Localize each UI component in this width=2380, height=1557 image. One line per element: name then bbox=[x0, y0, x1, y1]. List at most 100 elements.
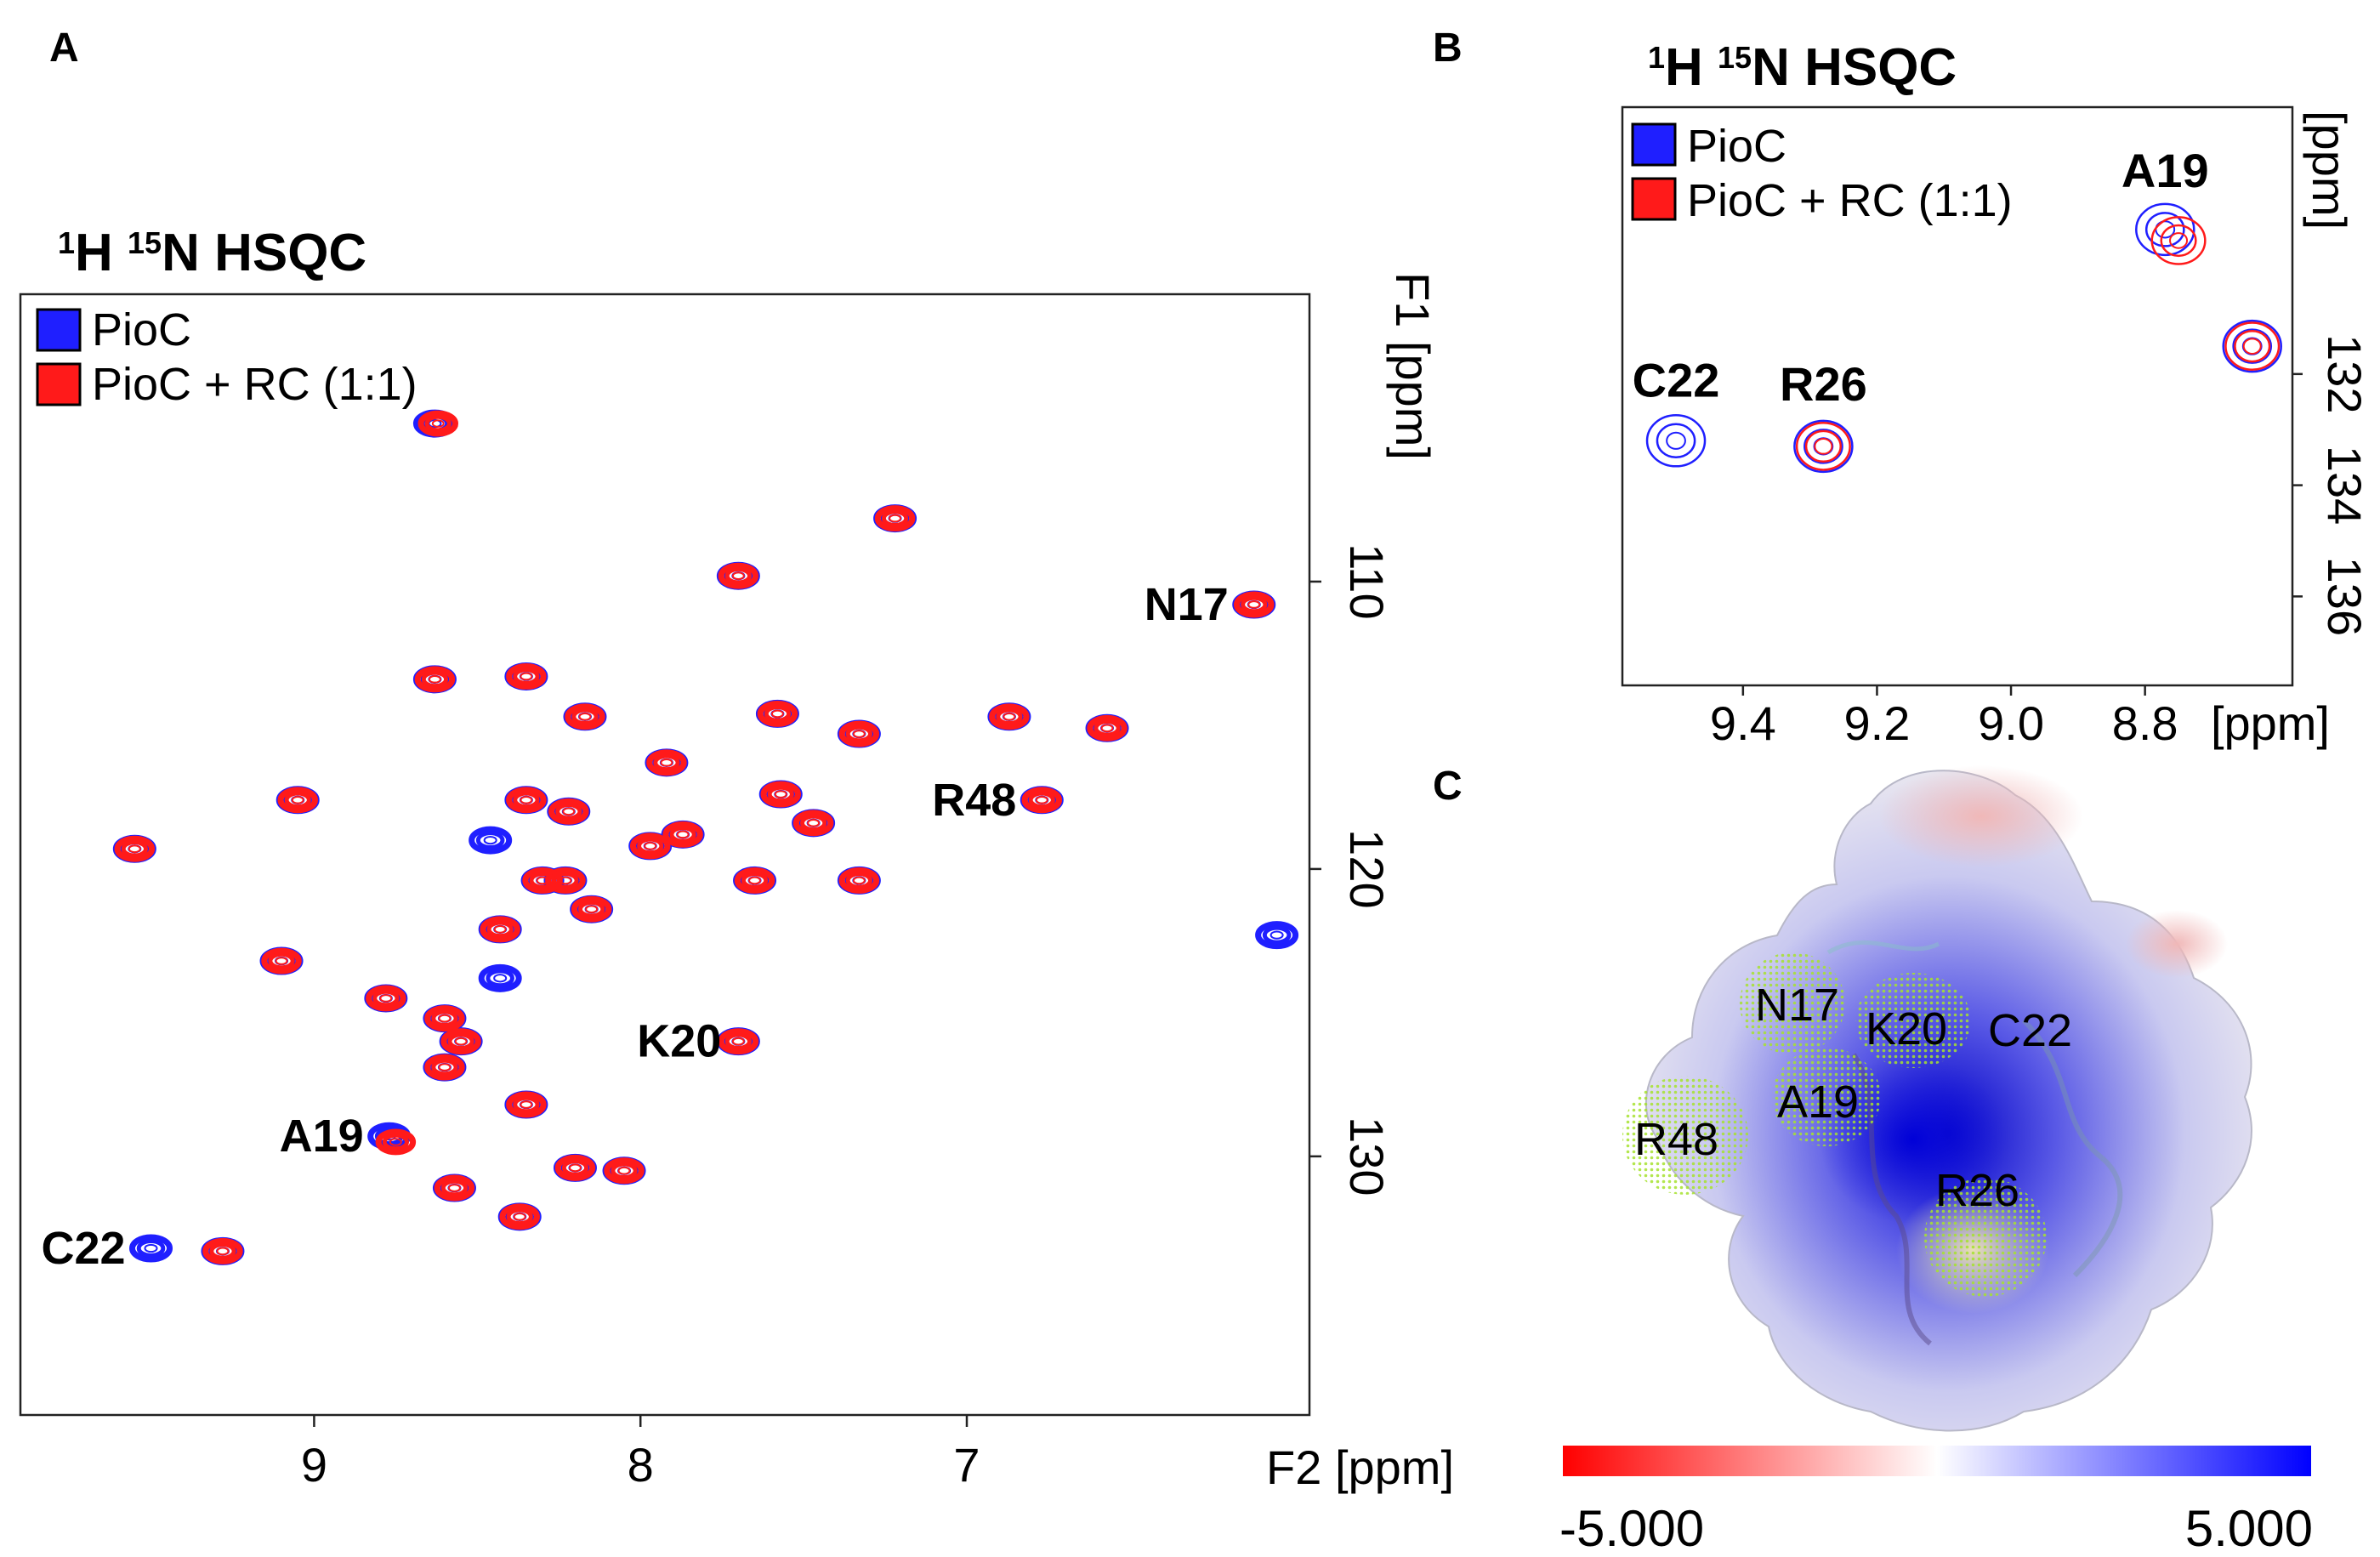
peak-contour-mid bbox=[571, 707, 599, 726]
peak-pioc-rc bbox=[989, 703, 1030, 730]
peak-contour-mid bbox=[424, 414, 452, 433]
peak-contour-outer bbox=[277, 787, 318, 814]
legend-b-swatch-pioc bbox=[1631, 122, 1677, 167]
peak-contour-outer bbox=[1021, 787, 1063, 814]
dots-k20 bbox=[1855, 973, 1971, 1068]
panel-b-plot-frame bbox=[1621, 105, 2294, 687]
panel-b-letter: B bbox=[1433, 26, 1463, 71]
surface-negative-patch bbox=[1879, 765, 2083, 867]
peak-pioc-rc bbox=[629, 832, 671, 860]
peak-contour-mid bbox=[881, 509, 909, 527]
peak-contour-inner bbox=[520, 1100, 533, 1109]
peak-contour-mid bbox=[1656, 423, 1696, 459]
backbone-ribbon-2 bbox=[2021, 1018, 2123, 1278]
peak-contour-outer bbox=[757, 700, 798, 727]
x-tick-label: 7 bbox=[953, 1438, 980, 1492]
peak-pioc-rc bbox=[718, 562, 759, 589]
peak-contour-mid bbox=[555, 803, 582, 821]
peak-pioc bbox=[2222, 319, 2282, 373]
peak-contour-outer bbox=[989, 703, 1030, 730]
peak-pioc-rc bbox=[506, 787, 547, 814]
peak-pioc-rc bbox=[480, 916, 520, 943]
backbone-ribbon-3 bbox=[1826, 940, 1940, 955]
peak-contour-inner bbox=[568, 1163, 582, 1173]
peak-contour-inner bbox=[562, 807, 576, 816]
peak-contour-outer bbox=[838, 720, 880, 747]
panel-b-x-axis-label: [ppm] bbox=[2211, 696, 2330, 750]
peak-contour-inner bbox=[852, 876, 866, 885]
peak-contour-inner bbox=[447, 1184, 461, 1192]
panel-a-title: 1H 15N HSQC bbox=[58, 224, 366, 282]
residue-label-n17: N17 bbox=[1755, 980, 1839, 1031]
peak-contour-outer bbox=[2224, 321, 2281, 372]
peak-contour-mid bbox=[431, 1058, 458, 1077]
peak-contour-inner bbox=[644, 842, 657, 850]
peak-pioc-rc bbox=[366, 985, 406, 1012]
peak-pioc bbox=[469, 826, 513, 855]
peak-pioc-rc bbox=[375, 1128, 417, 1156]
peak-contour-outer bbox=[565, 703, 605, 730]
peak-pioc-rc bbox=[414, 666, 456, 693]
peak-contour-mid bbox=[2232, 328, 2273, 364]
peak-contour-inner bbox=[748, 876, 762, 885]
peak-contour-inner bbox=[1814, 438, 1833, 455]
peak-pioc bbox=[1255, 921, 1299, 950]
peak-contour-outer bbox=[1087, 714, 1128, 742]
peak-contour-mid bbox=[513, 1095, 540, 1114]
peak-contour-outer bbox=[440, 1028, 481, 1055]
peak-contour-outer bbox=[424, 1054, 465, 1081]
panel-a-y-axis-label: F1 [ppm] bbox=[1386, 272, 1440, 460]
y-tick-label: 132 bbox=[2318, 334, 2371, 413]
x-tick-label: 9.0 bbox=[1978, 696, 2044, 750]
peak-contour-outer bbox=[2150, 216, 2207, 265]
peak-pioc-rc bbox=[506, 663, 547, 690]
peak-contour-mid bbox=[372, 989, 400, 1008]
peak-annotation-c22: C22 bbox=[1633, 353, 1720, 406]
peak-contour-outer bbox=[760, 781, 801, 808]
peak-contour-inner bbox=[144, 1243, 158, 1253]
dots-n17 bbox=[1740, 952, 1845, 1054]
peak-contour-inner bbox=[428, 675, 441, 684]
legend-a-label-pioc: PioC bbox=[92, 304, 191, 355]
peak-pioc-rc bbox=[424, 1054, 465, 1081]
peak-contour-mid bbox=[653, 753, 680, 772]
peak-contour-inner bbox=[536, 876, 549, 885]
peak-contour-outer bbox=[506, 1091, 547, 1118]
peak-contour-inner bbox=[2242, 338, 2262, 355]
peak-contour-mid bbox=[845, 872, 873, 889]
panel-a-axis-ticks: 9 8 7 110 120 130 bbox=[301, 543, 1394, 1492]
residue-label-r48: R48 bbox=[1634, 1114, 1718, 1165]
peak-contour-mid bbox=[845, 725, 873, 743]
panel-b-title: 1H 15N HSQC bbox=[1648, 38, 1957, 97]
panel-b-axis-ticks: 9.4 9.2 9.0 8.8 132 134 136 bbox=[1710, 334, 2371, 750]
peak-contour-inner bbox=[660, 759, 673, 767]
peak-contour-outer bbox=[506, 787, 547, 814]
peak-contour-outer bbox=[2222, 319, 2282, 373]
peak-contour-mid bbox=[421, 670, 449, 689]
peak-contour-inner bbox=[578, 712, 592, 721]
x-tick-label: 9.2 bbox=[1844, 696, 1911, 750]
peak-contour-inner bbox=[291, 795, 304, 804]
peak-pioc-rc bbox=[522, 867, 563, 894]
peak-pioc-rc bbox=[874, 505, 916, 532]
peak-pioc-rc bbox=[760, 781, 801, 808]
peak-contour-outer bbox=[629, 832, 671, 860]
peak-contour-inner bbox=[585, 905, 599, 914]
peak-contour-mid bbox=[669, 826, 696, 844]
peak-contour-mid bbox=[561, 1159, 589, 1177]
surface-negative-patch-right bbox=[2126, 910, 2228, 978]
peak-contour-outer bbox=[434, 1174, 475, 1202]
peak-contour-outer bbox=[417, 410, 459, 437]
peak-pioc-rc bbox=[440, 1028, 481, 1055]
peak-annotation-n17: N17 bbox=[1145, 579, 1229, 630]
peak-contour-mid bbox=[529, 872, 556, 889]
peak-contour-mid bbox=[764, 705, 792, 723]
peak-contour-outer bbox=[414, 666, 456, 693]
peak-contour-outer bbox=[480, 916, 520, 943]
peak-contour-outer bbox=[375, 1128, 417, 1156]
peak-pioc-rc bbox=[838, 867, 880, 894]
peak-contour-outer bbox=[792, 810, 834, 837]
peak-pioc-rc bbox=[548, 798, 589, 825]
peak-contour-outer bbox=[499, 1203, 540, 1230]
